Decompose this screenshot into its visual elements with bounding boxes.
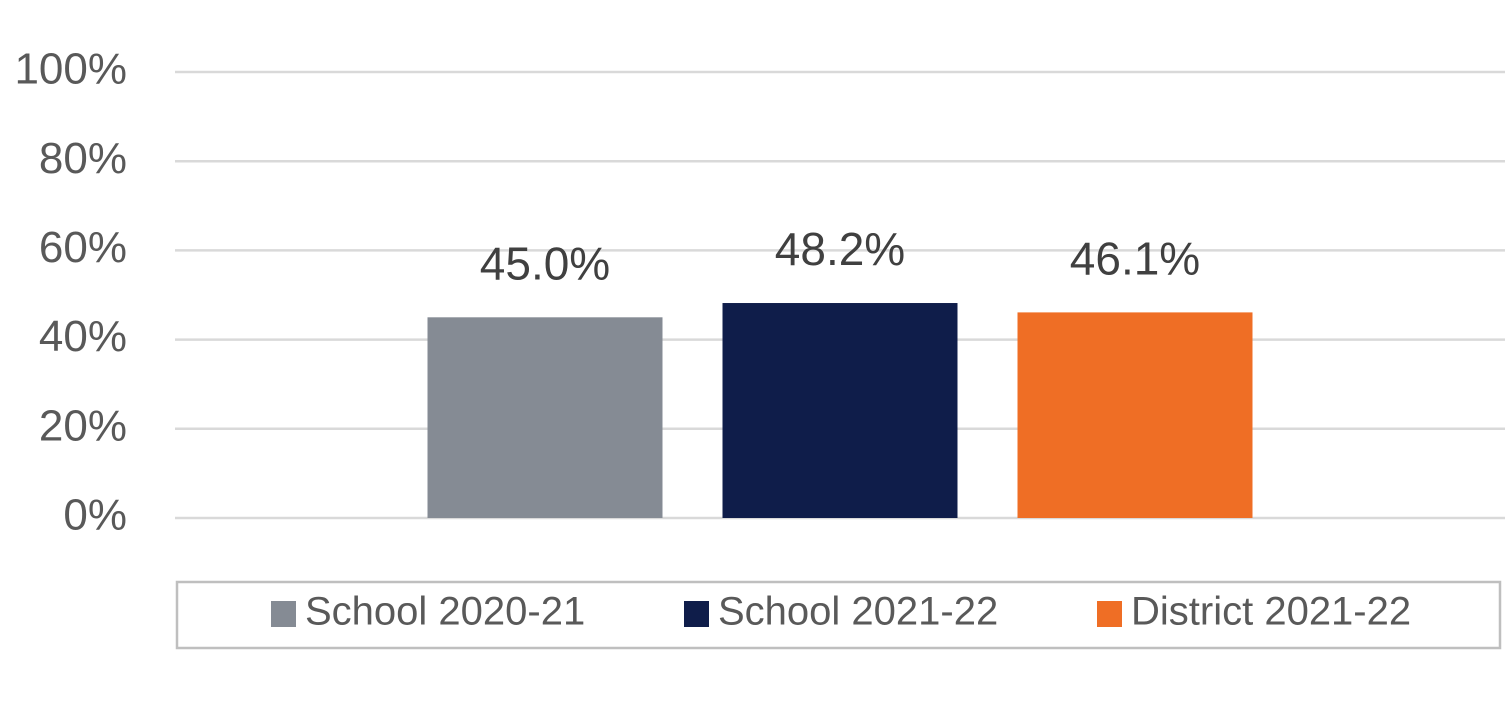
y-tick-label: 100% [14,45,127,94]
legend-label: School 2020-21 [305,590,585,634]
legend-box [175,580,1502,650]
bar [722,303,958,518]
legend-swatch [684,601,709,627]
value-label: 48.2% [775,223,905,275]
bar [1017,312,1253,518]
legend-label: District 2021-22 [1131,590,1411,634]
y-tick-label: 80% [39,134,127,183]
y-tick-label: 20% [39,401,127,450]
bar [427,317,663,518]
y-tick-label: 40% [39,312,127,361]
legend-swatch [1097,601,1122,627]
y-tick-label: 60% [39,223,127,272]
y-tick-label: 0% [63,491,127,540]
legend-swatch [271,601,296,627]
legend-label: School 2021-22 [718,590,998,634]
value-label: 45.0% [480,237,610,289]
value-label: 46.1% [1070,233,1200,285]
